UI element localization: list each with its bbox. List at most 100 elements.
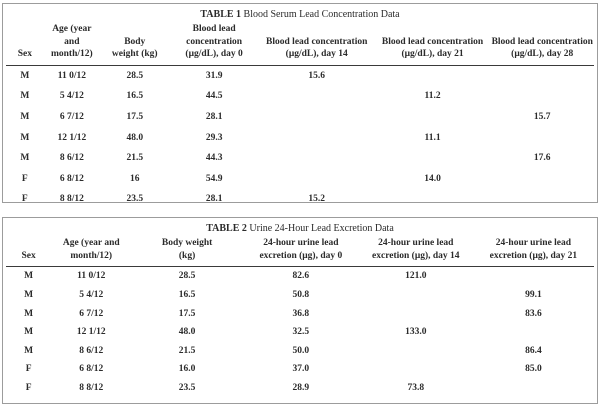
cell: M xyxy=(20,70,30,81)
column-header: Blood lead concentration (μg/dL), day 0 xyxy=(169,23,259,66)
cell: 11 0/12 xyxy=(77,271,106,282)
cell xyxy=(490,65,594,86)
header-row: Sex Age (year and month/12) Body weight (kg)… xyxy=(6,237,594,268)
cell: M xyxy=(24,327,34,338)
cell: 48.0 xyxy=(178,327,196,338)
column-header: 24-hour urine lead excretion (μg), day 0 xyxy=(242,237,359,268)
cell: 21.5 xyxy=(126,153,144,164)
cell: 23.5 xyxy=(126,194,144,203)
column-header: Sex xyxy=(6,237,52,268)
cell: 8 6/12 xyxy=(79,345,104,356)
cell: 15.6 xyxy=(308,70,326,81)
cell: 36.8 xyxy=(292,308,310,319)
table-row: M 5 4/12 16.5 44.5 11.2 xyxy=(6,86,594,107)
table-row: M 6 7/12 17.5 36.8 83.6 xyxy=(6,304,594,323)
table2-body: M 11 0/12 28.5 82.6 121.0 M 5 4/12 16.5 50.8 99.1… xyxy=(6,267,594,398)
cell xyxy=(259,86,375,107)
cell: M xyxy=(24,308,34,319)
cell: 73.8 xyxy=(407,382,425,393)
cell: M xyxy=(20,153,30,164)
table1-title: TABLE 1 Blood Serum Lead Concentration D… xyxy=(6,4,594,23)
cell: 6 8/12 xyxy=(59,173,84,184)
cell: 31.9 xyxy=(205,70,223,81)
cell: 11.2 xyxy=(424,91,441,102)
table2-title: TABLE 2 Urine 24-Hour Lead Excretion Dat… xyxy=(6,218,594,237)
cell: 50.0 xyxy=(292,345,310,356)
cell xyxy=(359,286,473,305)
table1-header: Sex Age (year and month/12) Body weight (kg)… xyxy=(6,23,594,66)
cell: M xyxy=(20,132,30,143)
table-row: M 6 7/12 17.5 28.1 15.7 xyxy=(6,107,594,128)
column-header: Body weight (kg) xyxy=(100,23,170,66)
column-header: Blood lead concentration (μg/dL), day 21 xyxy=(374,23,491,66)
table2-title-label: TABLE 2 xyxy=(206,223,247,234)
table-row: F 8 8/12 23.5 28.9 73.8 xyxy=(6,379,594,398)
cell: 16 xyxy=(130,173,140,184)
cell: 15.2 xyxy=(308,194,326,203)
cell: 6 7/12 xyxy=(79,308,104,319)
column-header: Blood lead concentration (μg/dL), day 28 xyxy=(490,23,594,66)
cell: 6 8/12 xyxy=(79,364,104,375)
table-row: M 12 1/12 48.0 32.5 133.0 xyxy=(6,323,594,342)
cell: F xyxy=(25,364,32,375)
cell: 28.1 xyxy=(205,112,223,123)
cell: 16.5 xyxy=(178,289,196,300)
cell xyxy=(259,107,375,128)
cell: M xyxy=(20,91,30,102)
cell xyxy=(259,169,375,190)
table-row: M 12 1/12 48.0 29.3 11.1 xyxy=(6,127,594,148)
cell xyxy=(375,148,491,169)
cell: 85.0 xyxy=(525,364,542,375)
table1-body: M 11 0/12 28.5 31.9 15.6 M 5 4/12 16.5 44.5 11.2 M… xyxy=(6,65,594,203)
cell: 23.5 xyxy=(178,382,196,393)
table-row: M 8 6/12 21.5 44.3 17.6 xyxy=(6,148,594,169)
cell: 16.5 xyxy=(126,91,144,102)
cell: 11.1 xyxy=(424,132,441,143)
cell: 17.6 xyxy=(533,153,551,164)
cell: 44.5 xyxy=(205,91,223,102)
table-row: M 8 6/12 21.5 50.0 86.4 xyxy=(6,341,594,360)
cell xyxy=(490,189,594,202)
cell: F xyxy=(25,382,32,393)
cell xyxy=(359,304,473,323)
cell: 12 1/12 xyxy=(76,327,106,338)
cell xyxy=(375,107,491,128)
cell: 15.7 xyxy=(533,112,551,123)
cell: 16.0 xyxy=(178,364,196,375)
table-row: M 5 4/12 16.5 50.8 99.1 xyxy=(6,286,594,305)
cell: 121.0 xyxy=(405,271,427,282)
cell: 5 4/12 xyxy=(59,91,84,102)
cell xyxy=(259,148,375,169)
cell: 32.5 xyxy=(292,327,310,338)
column-header: 24-hour urine lead excretion (μg), day 21 xyxy=(472,237,594,268)
cell: 21.5 xyxy=(178,345,196,356)
cell: 6 7/12 xyxy=(59,112,84,123)
cell: M xyxy=(24,289,34,300)
cell xyxy=(375,189,491,202)
cell: M xyxy=(24,345,34,356)
cell: 99.1 xyxy=(525,289,542,300)
column-header: Blood lead concentration (μg/dL), day 14 xyxy=(258,23,375,66)
cell: 50.8 xyxy=(292,289,310,300)
cell: 83.6 xyxy=(525,308,542,319)
cell: 86.4 xyxy=(525,345,542,356)
table1-title-label: TABLE 1 xyxy=(200,9,242,20)
cell xyxy=(490,127,594,148)
cell: M xyxy=(20,112,30,123)
cell xyxy=(490,169,594,190)
cell: 28.5 xyxy=(126,70,144,81)
cell: 54.9 xyxy=(205,173,223,184)
cell xyxy=(490,86,594,107)
table2-title-text: Urine 24-Hour Lead Excretion Data xyxy=(249,223,394,234)
column-header: Age (year and month/12) xyxy=(51,237,132,268)
column-header: Body weight (kg) xyxy=(131,237,243,268)
column-header: Age (year and month/12) xyxy=(43,23,101,66)
cell: 29.3 xyxy=(205,132,223,143)
table-row: F 6 8/12 16.0 37.0 85.0 xyxy=(6,360,594,379)
table2: Sex Age (year and month/12) Body weight (kg)… xyxy=(6,237,594,397)
cell: 44.3 xyxy=(205,153,223,164)
cell: 5 4/12 xyxy=(79,289,104,300)
table-row: F 6 8/12 16 54.9 14.0 xyxy=(6,169,594,190)
cell xyxy=(473,379,594,398)
cell xyxy=(359,341,473,360)
